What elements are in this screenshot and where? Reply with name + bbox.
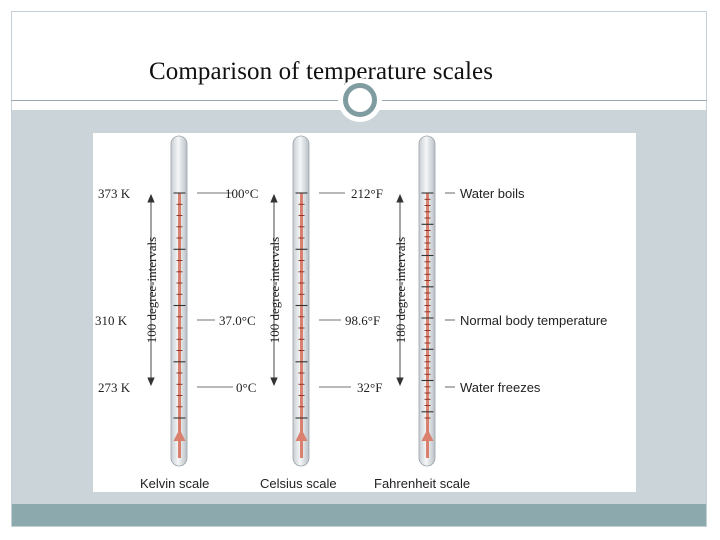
celsius-interval-label: 100 degree-intervals	[267, 237, 282, 343]
kelvin-scale-label: Kelvin scale	[140, 476, 209, 491]
celsius-body-label: 37.0°C	[219, 313, 256, 328]
body-temperature-label: Normal body temperature	[460, 313, 607, 328]
kelvin-freeze-label: 273 K	[98, 380, 131, 395]
water-freezes-label: Water freezes	[460, 380, 541, 395]
fahrenheit-tick-marks	[421, 192, 434, 419]
interval-arrows	[147, 193, 404, 387]
fahrenheit-freeze-label: 32°F	[357, 380, 382, 395]
slide-title: Comparison of temperature scales	[149, 58, 494, 85]
celsius-scale-label: Celsius scale	[260, 476, 337, 491]
celsius-thermometer	[292, 135, 310, 467]
kelvin-interval-label: 100 degree-intervals	[144, 237, 159, 343]
water-boils-label: Water boils	[460, 186, 525, 201]
fahrenheit-boil-label: 212°F	[351, 186, 383, 201]
thermometer-diagram: 373 K 310 K 273 K 100 degree-intervals 1…	[95, 135, 607, 491]
fahrenheit-body-label: 98.6°F	[345, 313, 380, 328]
kelvin-body-label: 310 K	[95, 313, 128, 328]
fahrenheit-thermometer	[418, 135, 436, 467]
kelvin-boil-label: 373 K	[98, 186, 131, 201]
celsius-freeze-label: 0°C	[236, 380, 256, 395]
kelvin-tick-marks	[173, 192, 186, 419]
celsius-tick-marks	[295, 192, 308, 419]
kelvin-thermometer	[170, 135, 188, 467]
fahrenheit-scale-label: Fahrenheit scale	[374, 476, 470, 491]
reference-lines	[197, 192, 455, 388]
temperature-figure: 373 K 310 K 273 K 100 degree-intervals 1…	[93, 133, 636, 492]
footer-bar	[12, 504, 706, 526]
title-ring-ornament	[338, 78, 382, 122]
ring-circle	[343, 83, 377, 117]
celsius-boil-label: 100°C	[225, 186, 258, 201]
fahrenheit-interval-label: 180 degree-intervals	[393, 237, 408, 343]
